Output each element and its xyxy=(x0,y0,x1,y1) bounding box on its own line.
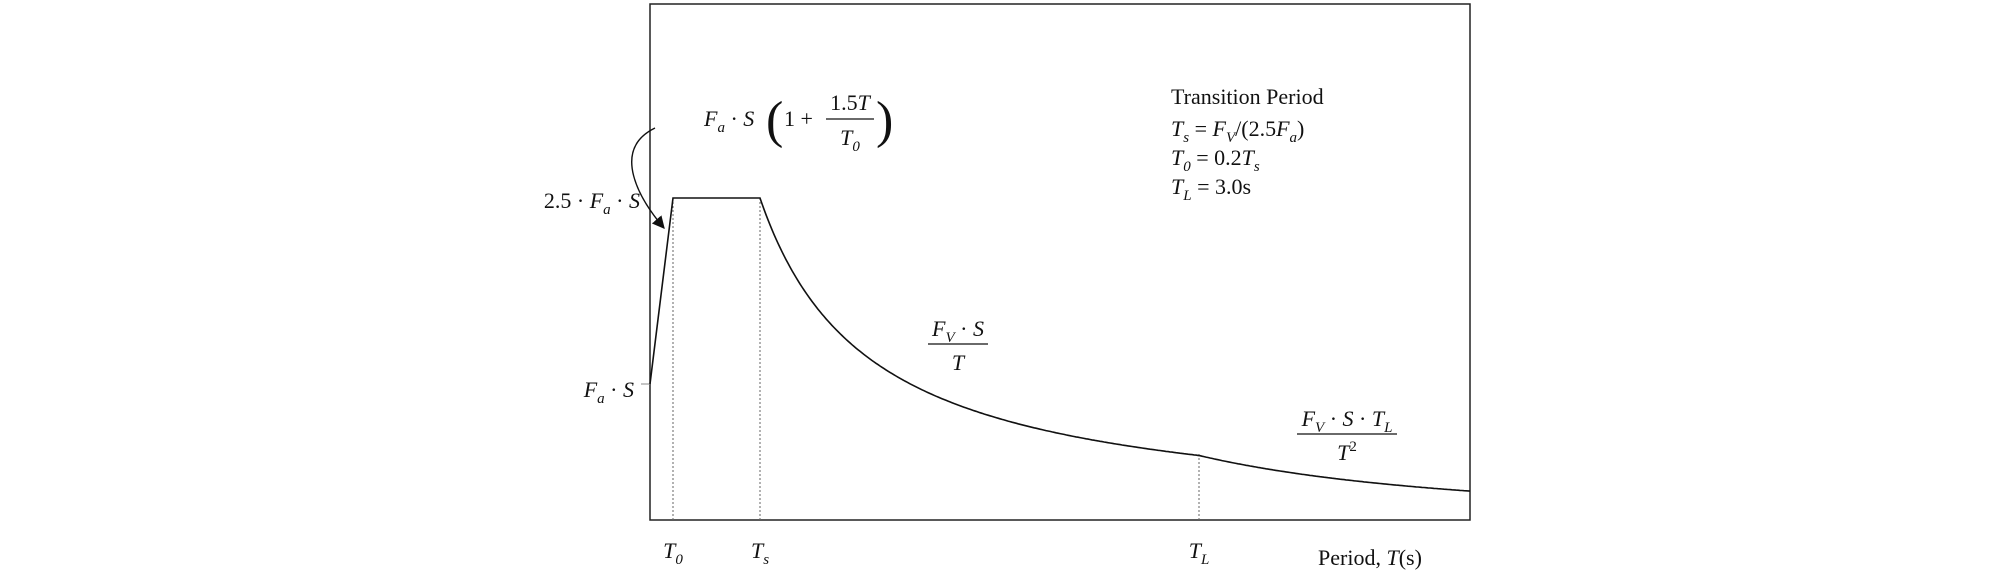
text-part: 0 xyxy=(675,552,683,568)
text-part: · xyxy=(605,377,623,402)
text-part: T xyxy=(1171,116,1185,141)
text-part: (s) xyxy=(1399,545,1422,570)
text-part: F xyxy=(1301,406,1316,431)
text-part: = 3.0s xyxy=(1192,174,1251,199)
spectrum-curve xyxy=(649,197,1471,492)
text-part: T xyxy=(1189,538,1203,563)
text-part: V xyxy=(1315,420,1326,436)
text-part: T xyxy=(1372,406,1386,431)
text-part: s xyxy=(1183,130,1189,146)
peak-label: 2.5 · Fa · S xyxy=(544,188,640,218)
x-tick-label: Ts xyxy=(751,538,769,568)
text-part: · xyxy=(611,188,629,213)
text-part: 0 xyxy=(1183,159,1191,175)
text-part: L xyxy=(1200,552,1209,568)
ramp-den: T0 xyxy=(840,125,860,155)
text-part: V xyxy=(1226,130,1237,146)
ramp-left: Fa · S xyxy=(703,106,754,136)
one-plus: 1 + xyxy=(784,106,813,131)
text-part: = xyxy=(1189,116,1212,141)
text-part: 2 xyxy=(1349,439,1357,455)
mid-num: FV · S xyxy=(931,316,984,346)
text-part: T xyxy=(663,538,677,563)
plot-frame xyxy=(649,3,1471,521)
text-part: = 0.2 xyxy=(1191,145,1242,170)
text-part: · xyxy=(1354,406,1372,431)
text-part: L xyxy=(1182,188,1191,204)
note-line: T0 = 0.2Ts xyxy=(1171,145,1260,175)
ramp-num: 1.5T xyxy=(830,90,872,115)
paren-close: ) xyxy=(876,92,893,149)
text-part: S xyxy=(629,188,640,213)
text-part: s xyxy=(763,552,769,568)
text-part: a xyxy=(1290,130,1298,146)
text-part: F xyxy=(1275,116,1290,141)
x-tick-label: TL xyxy=(1189,538,1210,568)
text-part: a xyxy=(717,120,725,136)
text-part: · xyxy=(1324,406,1342,431)
text-part: S xyxy=(743,106,754,131)
tail-den: T2 xyxy=(1337,439,1357,465)
text-part: · xyxy=(725,106,743,131)
text-part: · xyxy=(955,316,973,341)
text-part: F xyxy=(703,106,718,131)
guide-lines xyxy=(672,198,1200,520)
paren-open: ( xyxy=(766,92,783,149)
x-tick-label: T0 xyxy=(663,538,683,568)
text-part: T xyxy=(751,538,765,563)
text-part: ) xyxy=(1297,116,1304,141)
text-part: s xyxy=(1254,159,1260,175)
tail-num: FV · S · TL xyxy=(1301,406,1393,436)
text-part: a xyxy=(603,202,611,218)
text-part: F xyxy=(1212,116,1227,141)
x-axis-title: Period, T(s) xyxy=(1318,545,1422,570)
arrow xyxy=(631,127,665,229)
text-part: T xyxy=(1171,174,1185,199)
text-part: Period, xyxy=(1318,545,1386,570)
text-part: F xyxy=(583,377,598,402)
text-part: T xyxy=(1242,145,1256,170)
text-part: S xyxy=(973,316,984,341)
note-line: Ts = FV/(2.5Fa) xyxy=(1171,116,1304,146)
text-part: T xyxy=(1386,545,1400,570)
base-label: Fa · S xyxy=(583,377,634,407)
text-part: S xyxy=(623,377,634,402)
text-part: F xyxy=(931,316,946,341)
text-part: T xyxy=(1337,440,1351,465)
text-part: a xyxy=(597,391,605,407)
text-part: 1.5 xyxy=(830,90,858,115)
notes-title: Transition Period xyxy=(1171,84,1324,109)
note-line: TL = 3.0s xyxy=(1171,174,1251,204)
text-part: 0 xyxy=(852,139,860,155)
text-part: F xyxy=(589,188,604,213)
text-part: 2.5 · xyxy=(544,188,590,213)
text-part: S xyxy=(1343,406,1354,431)
text-part: T xyxy=(1171,145,1185,170)
text-part: L xyxy=(1383,420,1392,436)
text-part: T xyxy=(858,90,872,115)
text-part: /(2.5 xyxy=(1235,116,1276,141)
text-part: V xyxy=(945,330,956,346)
text-part: T xyxy=(840,125,854,150)
mid-den: T xyxy=(952,350,966,375)
